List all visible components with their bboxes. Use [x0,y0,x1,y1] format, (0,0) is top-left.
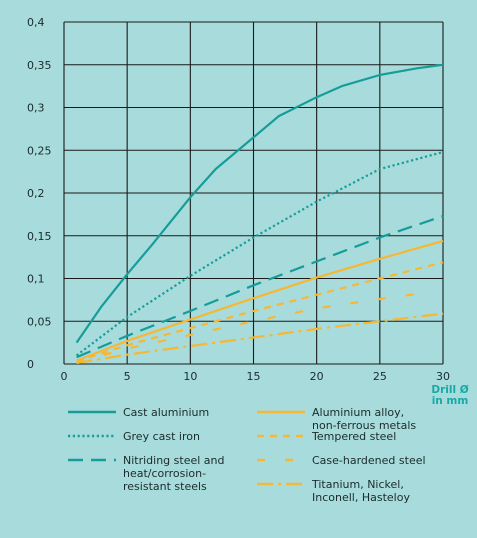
x-axis-label-line-1: in mm [432,395,469,407]
series-line-4 [76,261,444,363]
y-tick-label-8: 0,4 [27,16,45,29]
x-tick-label-1: 5 [124,370,131,383]
legend-label-2-0: Nitriding steel and [123,454,225,467]
legend-label-3-0: Aluminium alloy, [312,406,404,419]
series-line-1 [75,150,444,357]
y-tick-label-6: 0,3 [27,102,45,115]
series-line-3 [76,239,444,362]
legend-label-6-1: Inconell, Hasteloy [312,491,410,504]
series-line-6 [76,312,444,365]
chart-series [75,63,444,365]
legend-label-2-1: heat/corrosion- [123,467,206,480]
chart-axes: 0 0,05 0,1 0,15 0,2 0,25 0,3 0,35 0,4 0 5 10 15 20 25 3… [27,16,469,407]
chart-legend: Cast aluminium Grey cast iron Nitriding st… [68,406,426,504]
x-tick-label-4: 20 [310,370,324,383]
legend-label-3-1: non-ferrous metals [312,419,416,432]
y-tick-label-2: 0,1 [27,273,45,286]
legend-label-6-0: Titanium, Nickel, [311,478,404,491]
series-line-2 [76,215,444,359]
x-tick-label-5: 25 [373,370,387,383]
y-tick-label-5: 0,25 [27,144,52,157]
x-tick-label-2: 10 [183,370,197,383]
y-tick-label-3: 0,15 [27,230,52,243]
x-tick-label-3: 15 [247,370,261,383]
legend-label-1-0: Grey cast iron [123,430,200,443]
y-tick-label-1: 0,05 [27,315,52,328]
series-line-5 [76,292,418,364]
y-tick-label-4: 0,2 [27,187,45,200]
x-tick-label-0: 0 [61,370,68,383]
y-tick-label-0: 0 [27,358,34,371]
legend-label-4-0: Tempered steel [311,430,396,443]
y-tick-label-7: 0,35 [27,59,52,72]
x-axis-label-line-0: Drill Ø [431,384,468,396]
chart-grid [63,21,444,365]
legend-label-2-2: resistant steels [123,480,207,493]
series-line-0 [75,63,444,344]
x-tick-label-6: 30 [436,370,450,383]
legend-label-0-0: Cast aluminium [123,406,209,419]
legend-label-5-0: Case-hardened steel [312,454,426,467]
